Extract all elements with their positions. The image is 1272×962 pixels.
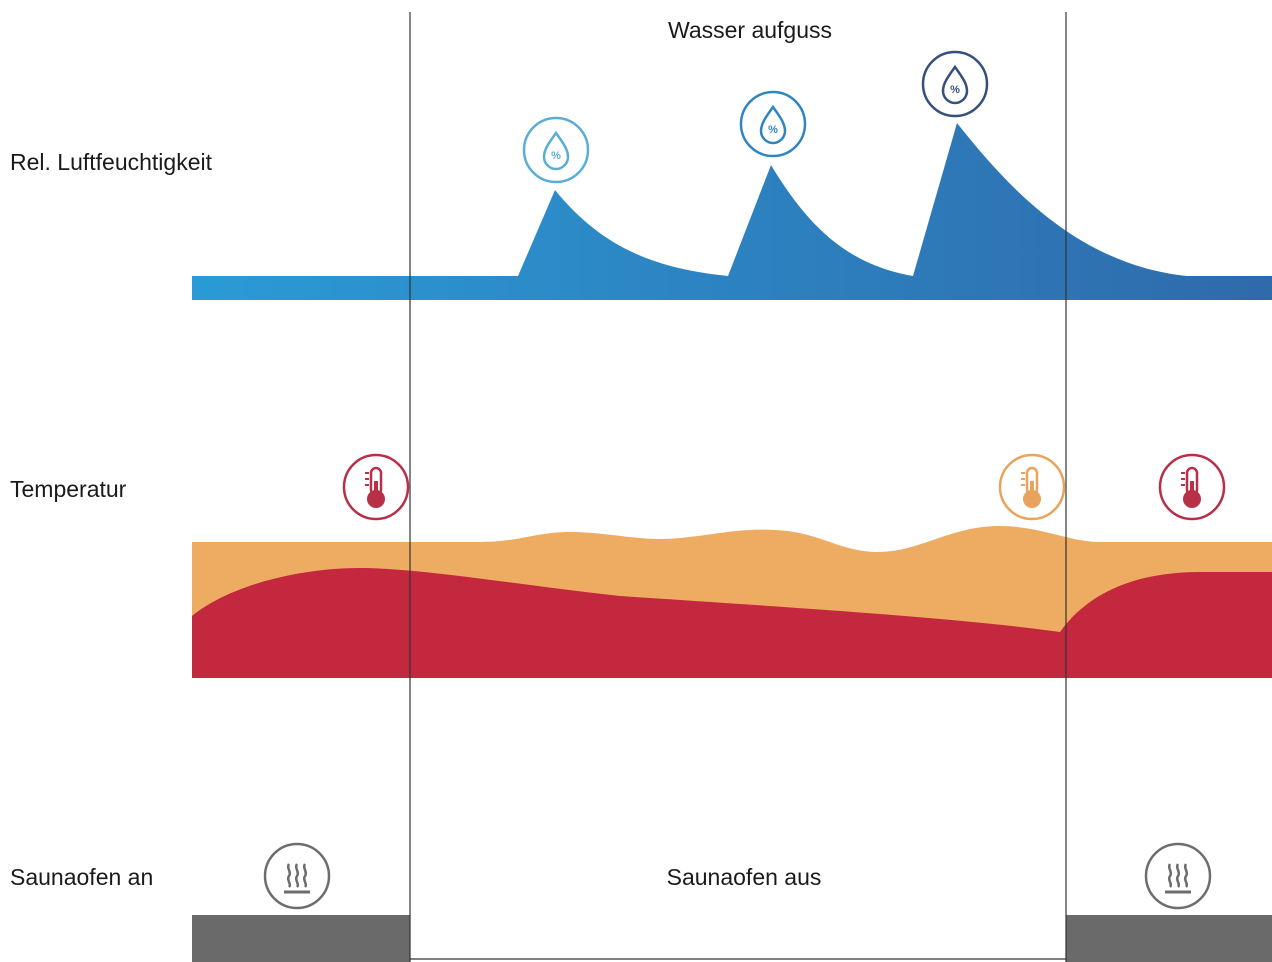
humidity-drop-icon: % (522, 116, 590, 184)
temperature-row-label: Temperatur (10, 476, 127, 502)
thermometer-icon (1158, 453, 1226, 521)
sauna-heater-icon (263, 842, 331, 910)
svg-text:%: % (768, 124, 778, 136)
svg-text:%: % (551, 150, 561, 162)
thermometer-icon (342, 453, 410, 521)
thermometer-icon (998, 453, 1066, 521)
humidity-row-label: Rel. Luftfeuchtigkeit (10, 149, 213, 175)
heater-off-label: Saunaofen aus (667, 864, 822, 890)
heater-on-row-label: Saunaofen an (10, 864, 153, 890)
humidity-drop-icon: % (921, 50, 989, 118)
heater-on-bar-left (192, 915, 410, 962)
top-label: Wasser aufguss (668, 17, 832, 43)
svg-text:%: % (950, 84, 960, 96)
heater-on-bar-right (1066, 915, 1272, 962)
humidity-drop-icon: % (739, 90, 807, 158)
sauna-heater-icon (1144, 842, 1212, 910)
temperature-red-area (192, 568, 1272, 678)
humidity-area (192, 123, 1272, 300)
